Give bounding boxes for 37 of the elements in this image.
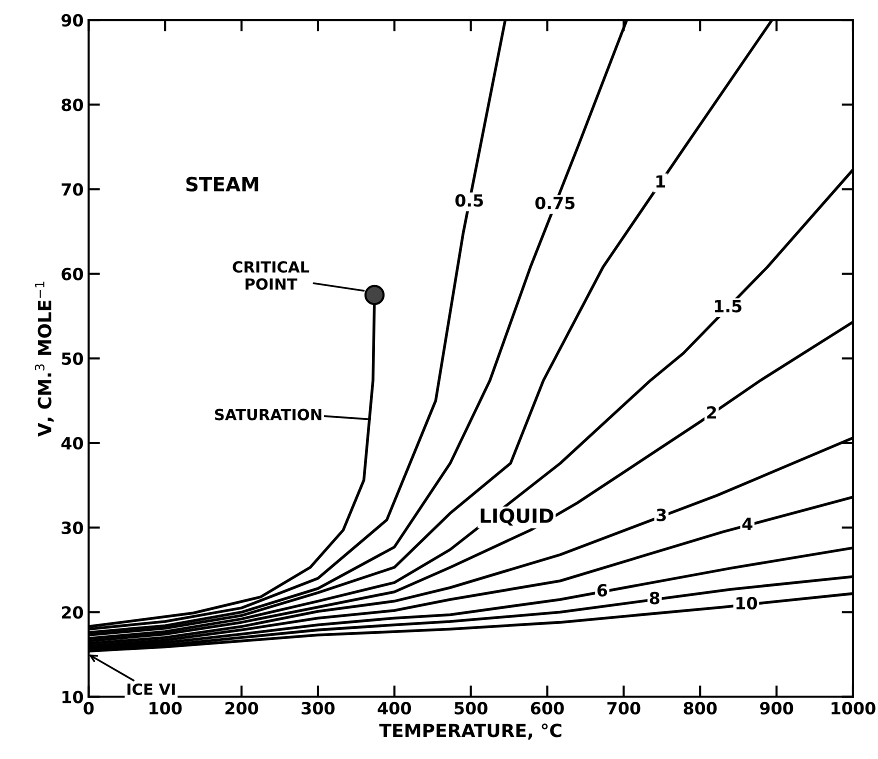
series-label: 4 xyxy=(742,518,752,530)
series-label: 10 xyxy=(736,596,758,610)
x-tick-label: 1000 xyxy=(832,702,876,715)
x-tick-label: 100 xyxy=(150,702,182,715)
y-axis-title: V, CM.$^{3}$ MOLE$^{−1}$ xyxy=(34,282,54,437)
annotation: LIQUID xyxy=(480,508,554,526)
y-tick-label: 80 xyxy=(62,98,84,112)
x-tick-label: 900 xyxy=(760,702,794,715)
annotation: SATURATION xyxy=(215,408,322,420)
y-tick-label: 90 xyxy=(61,14,84,27)
annotation: STEAM xyxy=(186,176,258,192)
series-label: 8 xyxy=(650,592,660,604)
x-tick-label: 200 xyxy=(225,702,258,715)
series-label: 6 xyxy=(597,584,608,597)
y-tick-label: 30 xyxy=(62,522,84,534)
x-tick-label: 800 xyxy=(684,702,717,715)
y-tick-label: 20 xyxy=(62,606,84,619)
annotation: CRITICAL POINT xyxy=(232,261,310,290)
series-label: 3 xyxy=(656,508,666,522)
x-tick-label: 0 xyxy=(84,702,94,715)
series-label: 1.5 xyxy=(714,300,742,312)
series-label: 1 xyxy=(656,175,666,188)
x-tick-label: 700 xyxy=(607,702,640,715)
series-label: 0.75 xyxy=(535,196,575,210)
y-tick-label: 70 xyxy=(62,183,84,196)
series-label: 2 xyxy=(707,406,716,419)
x-axis-title: TEMPERATURE, °C xyxy=(379,724,562,740)
y-tick-label: 60 xyxy=(62,268,84,280)
y-tick-label: 40 xyxy=(61,436,84,450)
x-tick-label: 600 xyxy=(530,702,564,715)
y-tick-label: 10 xyxy=(62,690,84,704)
y-tick-label: 50 xyxy=(62,352,84,365)
x-tick-label: 400 xyxy=(378,702,411,715)
series-label: 0.5 xyxy=(455,194,483,207)
x-tick-label: 300 xyxy=(302,702,335,715)
x-tick-label: 500 xyxy=(454,702,488,715)
annotation: ICE VI xyxy=(128,683,175,696)
